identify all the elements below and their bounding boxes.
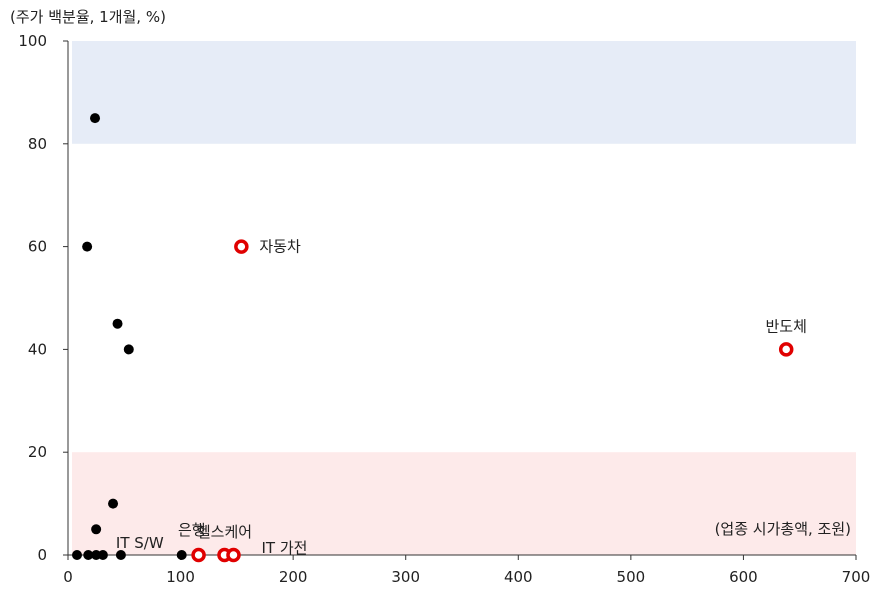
y-tick-label: 40 [28,340,47,358]
x-tick-label: 600 [729,568,758,586]
data-point-filled [115,550,126,560]
data-point-filled [90,113,101,124]
data-point-hollow [234,239,249,254]
annotation-label: IT 가전 [261,539,307,557]
data-point-filled [112,318,123,329]
data-point-filled [108,498,119,509]
x-unit-label: (업종 시가총액, 조원) [715,520,851,538]
background-bands [72,41,856,555]
data-point-filled [83,550,94,560]
y-tick-label: 100 [18,32,47,50]
y-tick-label: 80 [28,135,47,153]
x-tick-label: 200 [279,568,308,586]
data-point-hollow [778,342,794,357]
shaded-band-1 [72,452,856,555]
y-tick-label: 20 [28,443,47,461]
data-point-filled [82,241,93,252]
data-point-hollow [191,547,206,563]
axis-ticks: 0 20 40 60 80 100 0 100 200 300 400 500 600 700 [18,32,870,586]
x-tick-label: 500 [617,568,646,586]
y-unit-label: (주가 백분율, 1개월, %) [10,8,166,26]
annotation-label: 헬스케어 [197,523,252,541]
data-points [72,113,794,563]
x-tick-label: 700 [842,568,871,586]
data-point-filled [97,550,108,560]
x-tick-label: 300 [391,568,420,586]
data-point-filled [176,550,187,560]
x-tick-label: 0 [63,568,73,586]
annotation-label: 은행 [178,521,206,539]
data-point-filled [91,524,102,535]
annotation-label: 자동차 [259,238,301,256]
annotation-label: IT S/W [116,534,164,552]
y-tick-label: 0 [37,546,47,564]
x-tick-label: 400 [504,568,533,586]
shaded-band-0 [72,41,856,144]
data-point-filled [72,550,83,560]
y-tick-label: 60 [28,238,47,256]
data-point-hollow [226,547,241,563]
annotation-label: 반도체 [766,317,807,335]
data-point-filled [123,344,134,355]
x-tick-label: 100 [166,568,195,586]
